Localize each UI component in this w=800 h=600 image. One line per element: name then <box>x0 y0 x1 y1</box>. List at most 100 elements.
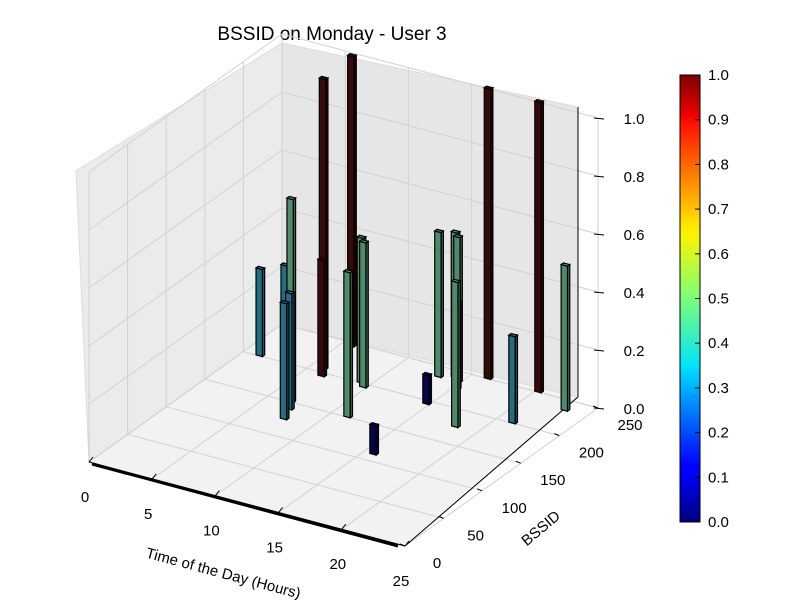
bar <box>433 228 445 379</box>
bar-top-face <box>278 299 291 305</box>
bar-front-face <box>560 263 569 413</box>
bar-top-face <box>421 371 433 377</box>
bar <box>342 268 354 420</box>
y-tick-mark <box>515 460 521 464</box>
bar-top-face <box>533 98 545 104</box>
y-tick-label: 150 <box>540 472 565 489</box>
bar-top-face <box>482 85 495 91</box>
colorbar-tick-label: 0.2 <box>708 425 729 442</box>
z-tick-label: 0.8 <box>624 169 645 186</box>
gridline-y <box>166 406 483 492</box>
x-tick-mark <box>88 456 94 463</box>
bar <box>482 85 495 381</box>
bar-front-face <box>534 100 542 394</box>
bar-top-face <box>559 262 572 267</box>
bar <box>316 256 328 379</box>
colorbar-tick-label: 0.5 <box>708 291 729 308</box>
gridline-y <box>127 433 444 519</box>
colorbar-tick-label: 1.0 <box>708 67 729 84</box>
colorbar-tick-label: 0.7 <box>708 201 729 218</box>
bar <box>559 262 572 413</box>
bar <box>254 265 267 358</box>
y-tick-mark <box>438 515 444 519</box>
gridline-x <box>404 407 599 547</box>
x-tick-mark <box>215 490 220 496</box>
colorbar-tick-label: 0.3 <box>708 380 729 397</box>
z-tick-label: 1.0 <box>624 111 645 128</box>
colorbar-tick-label: 0.8 <box>708 156 729 173</box>
x-tick-mark <box>341 523 347 530</box>
gridline-x <box>215 357 409 497</box>
colorbar-tick-label: 0.0 <box>708 514 729 531</box>
bar <box>421 371 433 406</box>
x-tick-mark <box>278 507 283 513</box>
x-tick-label: 5 <box>144 506 152 523</box>
y-tick-label: 200 <box>579 445 604 462</box>
chart-title: BSSID on Monday - User 3 <box>217 24 446 45</box>
bar-top-face <box>317 75 330 81</box>
bar-front-face <box>451 280 459 429</box>
bar-front-face <box>255 267 263 358</box>
bars <box>254 52 572 457</box>
colorbar-tick-label: 0.9 <box>708 112 729 129</box>
y-axis-line <box>404 396 579 547</box>
bar <box>278 299 291 422</box>
y-tick-label: 100 <box>502 500 527 517</box>
colorbar-tick-label: 0.6 <box>708 246 729 263</box>
z-tick-mark <box>593 291 605 294</box>
x-tick-mark <box>151 473 157 480</box>
z-tick-mark <box>593 233 605 236</box>
bar-top-face <box>452 233 464 239</box>
bar-top-face <box>342 268 354 274</box>
bar-front-face <box>317 258 325 378</box>
colorbar: 0.0 0.1 0.2 0.3 0.4 0.5 0.6 0.7 0.8 0.9 1.0 <box>679 67 729 531</box>
bar-top-face <box>355 234 368 240</box>
x-tick-label: 20 <box>329 556 346 573</box>
bar-front-face <box>434 230 442 379</box>
x-tick-label: 25 <box>393 573 410 590</box>
y-tick-mark <box>592 405 599 409</box>
bar-front-face <box>422 373 430 406</box>
bar-top-face <box>507 332 519 338</box>
bar-top-face <box>316 256 328 262</box>
bar-front-face <box>369 423 377 456</box>
bar <box>507 332 519 426</box>
gridline-x <box>151 340 346 480</box>
x-tick-mark <box>404 540 410 547</box>
bar-top-face <box>449 229 462 234</box>
y-tick-mark <box>399 543 406 547</box>
z-tick-label: 0.6 <box>624 227 645 244</box>
y-tick-mark <box>477 488 483 492</box>
x-tick-label: 0 <box>81 489 89 506</box>
bar-top-face <box>346 52 358 58</box>
z-tick-label: 0.2 <box>624 343 645 360</box>
bar-top-face <box>254 265 267 271</box>
z-tick-mark <box>593 349 605 352</box>
colorbar-tick-label: 0.4 <box>708 335 729 352</box>
x-tick-label: 10 <box>203 523 220 540</box>
bar <box>533 98 545 395</box>
colorbar-tick-label: 0.1 <box>708 469 729 486</box>
bar-top-face <box>358 238 370 244</box>
bar-top-face <box>368 422 380 427</box>
bar-top-face <box>284 289 296 295</box>
bar-front-face <box>279 301 288 421</box>
z-tick-mark <box>593 175 605 178</box>
y-tick-label: 250 <box>617 417 642 434</box>
colorbar-ticks: 0.0 0.1 0.2 0.3 0.4 0.5 0.6 0.7 0.8 0.9 1.0 <box>695 67 729 531</box>
bar-top-face <box>450 278 462 284</box>
y-tick-mark <box>554 433 560 437</box>
bar-front-face <box>343 270 351 419</box>
y-tick-label: 50 <box>467 527 484 544</box>
x-tick-label: 15 <box>266 539 283 556</box>
plot-3d-axes: 0 5 10 15 20 25 0 50 100 150 200 250 0.0 0.2 0.4 0.6 0… <box>75 33 645 590</box>
z-tick-label: 0.0 <box>624 401 645 418</box>
z-tick-label: 0.4 <box>624 285 645 302</box>
gridline-x <box>341 390 536 530</box>
bar-top-face <box>433 228 445 234</box>
bar <box>368 422 380 457</box>
bar-front-face <box>359 240 367 389</box>
x-axis-ticks: 0 5 10 15 20 25 <box>81 456 410 590</box>
bar <box>358 238 370 390</box>
